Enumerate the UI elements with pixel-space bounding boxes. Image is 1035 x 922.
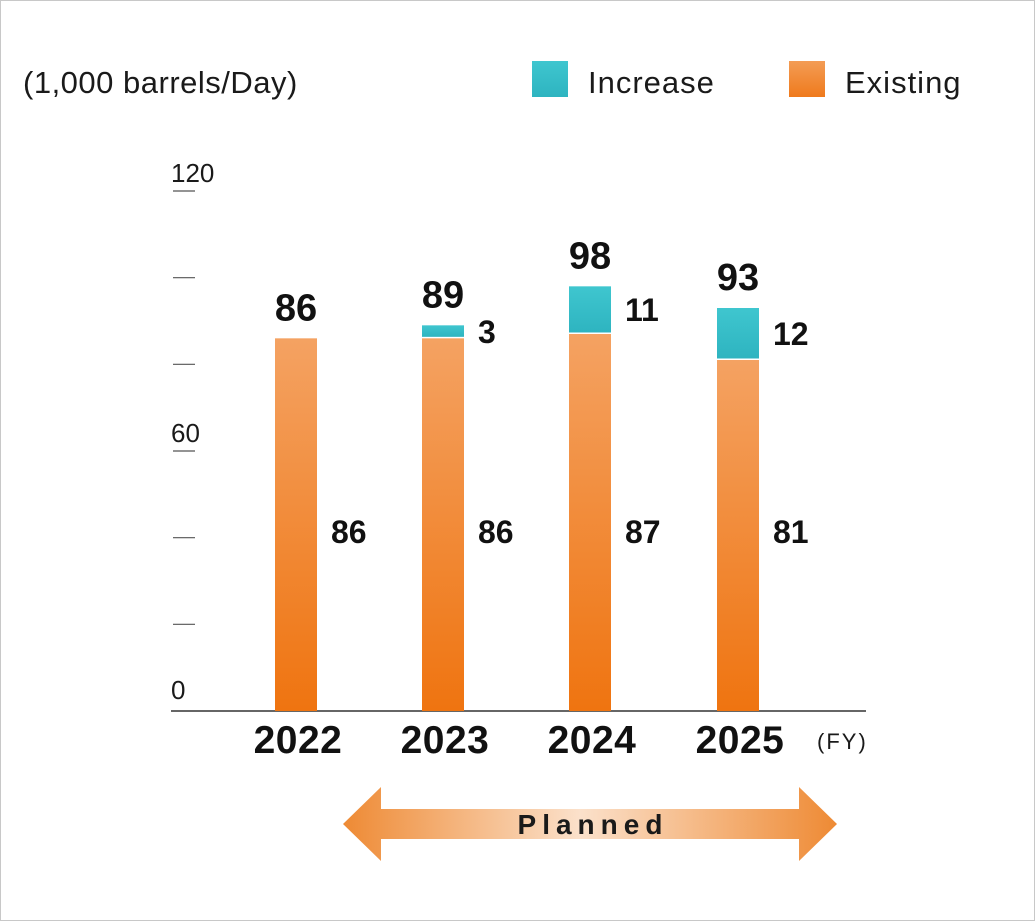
total-label-2023: 89 xyxy=(422,274,464,316)
legend-swatch-existing xyxy=(789,61,825,97)
existing-label-2022: 86 xyxy=(331,514,367,550)
bars-group: 86 86 2022 3 89 86 2023 11 98 87 2024 12 93 81 2025 xyxy=(254,235,809,762)
bar-existing-2023 xyxy=(422,338,464,711)
existing-label-2024: 87 xyxy=(625,514,661,550)
planned-arrow: Planned xyxy=(343,787,837,861)
legend-label-existing: Existing xyxy=(845,65,962,100)
existing-label-2023: 86 xyxy=(478,514,514,550)
increase-label-2023: 3 xyxy=(478,314,496,350)
y-tick-label: 120 xyxy=(171,158,214,188)
bar-existing-2024 xyxy=(569,334,611,711)
x-tick-label-2023: 2023 xyxy=(401,719,490,762)
total-label-2022: 86 xyxy=(275,287,317,329)
legend-label-increase: Increase xyxy=(588,65,715,100)
bar-increase-2023 xyxy=(422,325,464,337)
bar-existing-2025 xyxy=(717,360,759,711)
bar-increase-2024 xyxy=(569,286,611,333)
y-axis: 0 60 120 xyxy=(171,158,214,705)
unit-label: (1,000 barrels/Day) xyxy=(23,65,298,100)
bar-increase-2025 xyxy=(717,308,759,359)
total-label-2024: 98 xyxy=(569,235,611,277)
double-arrow-icon xyxy=(343,787,837,861)
increase-label-2024: 11 xyxy=(625,292,659,328)
x-unit-label: (FY) xyxy=(817,729,868,754)
legend: Increase Existing xyxy=(532,61,962,100)
x-tick-label-2025: 2025 xyxy=(696,719,785,762)
y-tick-label: 0 xyxy=(171,675,185,705)
increase-label-2025: 12 xyxy=(773,316,809,352)
total-label-2025: 93 xyxy=(717,257,759,299)
bar-existing-2022 xyxy=(275,338,317,711)
x-tick-label-2024: 2024 xyxy=(548,719,637,762)
legend-swatch-increase xyxy=(532,61,568,97)
existing-label-2025: 81 xyxy=(773,514,809,550)
y-tick-label: 60 xyxy=(171,418,200,448)
planned-label: Planned xyxy=(518,809,669,840)
x-tick-label-2022: 2022 xyxy=(254,719,343,762)
